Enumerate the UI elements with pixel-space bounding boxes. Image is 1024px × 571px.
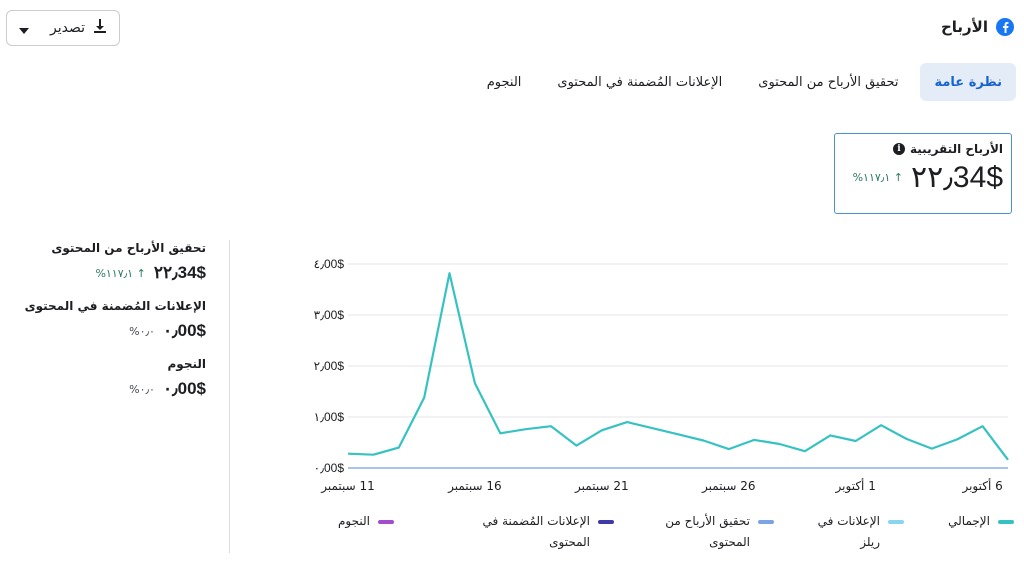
legend-item-content-monetization[interactable]: تحقيق الأرباح من المحتوى — [614, 511, 774, 553]
x-tick-label: 16 سبتمبر — [447, 479, 502, 494]
estimated-earnings-change: ↑ ١١٧٫١% — [852, 171, 903, 184]
estimated-earnings-row: $٢٢٫34 ↑ ١١٧٫١% — [843, 160, 1003, 195]
series-line-0 — [347, 272, 1009, 461]
legend-swatch — [598, 520, 614, 524]
metrics-panel: تحقيق الأرباح من المحتوى $٢٢٫34 ↑ ١١٧٫١%… — [10, 241, 206, 415]
metric-content-monetization: تحقيق الأرباح من المحتوى $٢٢٫34 ↑ ١١٧٫١% — [10, 241, 206, 283]
page-title: الأرباح — [940, 18, 988, 36]
tab-in-stream-ads[interactable]: الإعلانات المُضمنة في المحتوى — [557, 74, 723, 90]
legend-label: الإجمالي — [948, 514, 990, 528]
metric-value: $٠٫00 — [162, 379, 206, 398]
metric-row: $٢٢٫34 ↑ ١١٧٫١% — [10, 263, 206, 283]
estimated-earnings-value: $٢٢٫34 — [910, 161, 1003, 194]
page-header: الأرباح — [941, 18, 1014, 36]
x-tick-label: 26 سبتمبر — [701, 479, 756, 494]
download-icon — [93, 18, 107, 38]
metric-change: ٠٫٠% — [129, 324, 155, 338]
x-tick-label: 1 أكتوبر — [835, 478, 876, 494]
y-tick-label: ١٫00$ — [314, 410, 345, 424]
caret-down-icon — [19, 19, 29, 38]
metric-change: ↑ ١١٧٫١% — [95, 266, 146, 280]
legend-item-in-stream-ads[interactable]: الإعلانات المُضمنة في المحتوى — [394, 511, 614, 553]
y-tick-label: ٢٫00$ — [314, 359, 345, 373]
metric-label: النجوم — [167, 357, 206, 371]
legend-swatch — [758, 520, 774, 524]
section-divider — [229, 240, 230, 553]
estimated-earnings-title-row: الأرباح التقريبية i — [843, 142, 1003, 156]
metric-row: $٠٫00 ٠٫٠% — [10, 379, 206, 399]
y-tick-label: ٤٫00$ — [314, 257, 345, 271]
metric-label: الإعلانات المُضمنة في المحتوى — [24, 299, 206, 313]
legend-swatch — [888, 520, 904, 524]
legend-swatch — [378, 520, 394, 524]
earnings-chart-svg: ٠٫00$ ١٫00$ ٢٫00$ ٣٫00$ ٤٫00$ 11 سبتمبر 16 سبت… — [314, 257, 1009, 494]
export-button[interactable]: تصدير — [6, 10, 120, 46]
legend-item-reels-ads[interactable]: الإعلانات في ريلز — [774, 511, 904, 553]
estimated-earnings-card[interactable]: الأرباح التقريبية i $٢٢٫34 ↑ ١١٧٫١% — [834, 133, 1012, 214]
tab-content-monetization[interactable]: تحقيق الأرباح من المحتوى — [758, 74, 899, 90]
tab-overview[interactable]: نظرة عامة — [920, 63, 1016, 101]
legend-label: الإعلانات في ريلز — [817, 514, 880, 549]
legend-label: النجوم — [338, 514, 370, 528]
tab-stars[interactable]: النجوم — [486, 74, 522, 90]
x-tick-label: 11 سبتمبر — [320, 479, 375, 494]
metric-label: تحقيق الأرباح من المحتوى — [51, 241, 206, 255]
y-tick-label: ٠٫00$ — [314, 461, 345, 475]
info-icon[interactable]: i — [893, 143, 905, 155]
metric-in-stream-ads: الإعلانات المُضمنة في المحتوى $٠٫00 ٠٫٠% — [10, 299, 206, 341]
metric-stars: النجوم $٠٫00 ٠٫٠% — [10, 357, 206, 399]
facebook-icon — [996, 18, 1014, 36]
export-label: تصدير — [49, 20, 85, 36]
x-tick-label: 6 أكتوبر — [961, 478, 1002, 494]
metric-row: $٠٫00 ٠٫٠% — [10, 321, 206, 341]
earnings-chart[interactable]: ٠٫00$ ١٫00$ ٢٫00$ ٣٫00$ ٤٫00$ 11 سبتمبر 16 سبت… — [300, 250, 1024, 500]
x-tick-label: 21 سبتمبر — [574, 479, 629, 494]
metric-value: $٠٫00 — [162, 321, 206, 340]
metric-change: ٠٫٠% — [129, 382, 155, 396]
legend-item-total[interactable]: الإجمالي — [904, 511, 1014, 553]
legend-item-stars[interactable]: النجوم — [304, 511, 394, 553]
chart-legend: الإجمالي الإعلانات في ريلز تحقيق الأرباح… — [254, 511, 1014, 553]
legend-label: تحقيق الأرباح من المحتوى — [665, 514, 750, 549]
legend-label: الإعلانات المُضمنة في المحتوى — [482, 514, 590, 549]
legend-swatch — [998, 520, 1014, 524]
metric-value: $٢٢٫34 — [153, 263, 206, 282]
export-button-content: تصدير — [50, 18, 107, 38]
tab-bar: نظرة عامة تحقيق الأرباح من المحتوى الإعل… — [473, 63, 1016, 101]
estimated-earnings-title: الأرباح التقريبية — [910, 142, 1003, 156]
y-tick-label: ٣٫00$ — [314, 308, 345, 322]
